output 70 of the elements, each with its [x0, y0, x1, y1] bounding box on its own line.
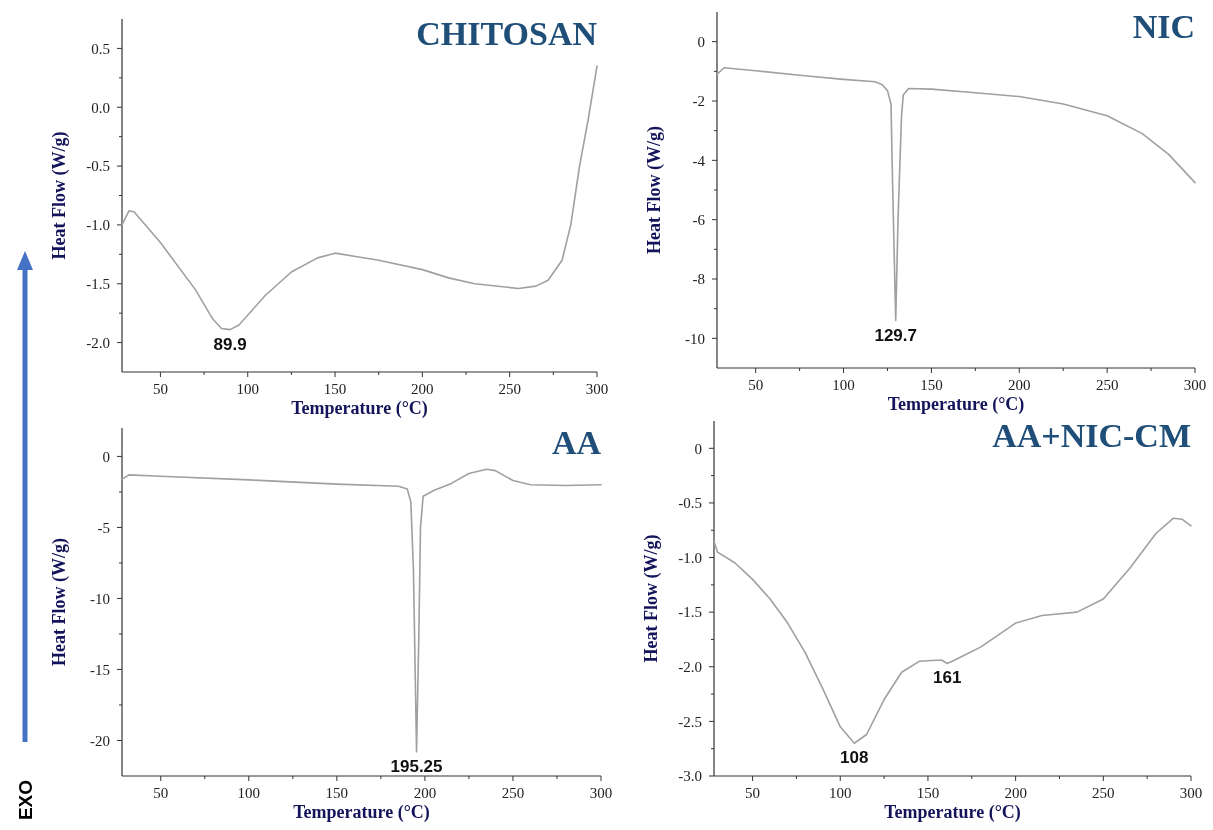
- x-tick-label: 200: [411, 381, 434, 397]
- y-tick-label: -0.5: [678, 495, 702, 512]
- y-tick-label: -15: [90, 661, 110, 678]
- x-tick-label: 150: [325, 785, 349, 801]
- x-tick-label: 150: [916, 785, 940, 801]
- chart-title: CHITOSAN: [416, 15, 598, 52]
- y-tick-label: 0: [102, 448, 110, 465]
- y-tick-label: -2.5: [678, 713, 702, 730]
- annotation: 129.7: [874, 325, 917, 345]
- line-series: [716, 66, 1196, 322]
- y-tick-label: -1.0: [86, 217, 110, 234]
- y-tick-label: 0: [694, 440, 702, 457]
- y-axis-title: Heat Flow (W/g): [49, 538, 70, 666]
- x-tick-label: 250: [1095, 377, 1119, 393]
- x-tick-label: 150: [920, 377, 943, 393]
- chart-title: NIC: [1132, 8, 1195, 45]
- x-tick-label: 300: [1179, 785, 1203, 801]
- y-tick-label: -3.0: [678, 768, 702, 785]
- text: EXO: [15, 779, 36, 821]
- x-tick-label: 100: [237, 785, 261, 801]
- x-tick-label: 250: [1092, 785, 1115, 801]
- y-tick-label: -1.5: [86, 276, 110, 292]
- y-tick-label: -6: [692, 211, 706, 228]
- y-tick-label: -20: [90, 732, 110, 749]
- line-series: [121, 65, 598, 331]
- y-tick-label: -1.0: [678, 549, 702, 566]
- x-axis-title: Temperature (°C): [884, 802, 1021, 823]
- y-tick-label: -2.0: [86, 334, 110, 351]
- x-tick-label: 100: [829, 785, 852, 801]
- x-tick-label: 50: [748, 377, 764, 393]
- y-tick-label: -0.5: [86, 158, 110, 175]
- y-axis-title: Heat Flow (W/g): [644, 126, 665, 254]
- annotation: 161: [933, 668, 962, 688]
- y-tick-label: 0.5: [91, 40, 110, 57]
- x-tick-label: 50: [152, 381, 168, 397]
- x-tick-label: 50: [745, 785, 761, 801]
- y-tick-label: -2: [692, 93, 705, 110]
- annotation: 108: [840, 748, 869, 768]
- x-axis-title: Temperature (°C): [887, 394, 1025, 415]
- y-axis-title: Heat Flow (W/g): [641, 534, 662, 663]
- line-series: [121, 468, 602, 753]
- annotation: 195.25: [390, 756, 443, 776]
- x-tick-label: 150: [323, 381, 347, 397]
- y-tick-label: -2.0: [678, 659, 702, 676]
- x-axis-title: Temperature (°C): [291, 398, 428, 419]
- x-tick-label: 100: [832, 377, 855, 393]
- x-tick-label: 300: [585, 381, 609, 397]
- annotation: 89.9: [213, 334, 247, 354]
- y-tick-label: -10: [685, 330, 705, 347]
- y-tick-label: 0.0: [91, 99, 110, 116]
- x-tick-label: 250: [501, 785, 525, 801]
- x-tick-label: 100: [236, 381, 259, 397]
- x-tick-label: 50: [153, 785, 169, 801]
- y-tick-label: -1.5: [678, 604, 702, 621]
- y-tick-label: 0: [697, 33, 705, 50]
- y-tick-label: -4: [692, 152, 706, 169]
- y-axis-title: Heat Flow (W/g): [49, 131, 70, 260]
- x-axis-title: Temperature (°C): [293, 802, 430, 823]
- x-tick-label: 200: [1008, 377, 1031, 393]
- y-tick-label: -5: [97, 519, 110, 536]
- chart-title: AA+NIC-CM: [992, 417, 1191, 454]
- chart-title: AA: [551, 424, 602, 461]
- line-series: [713, 517, 1192, 745]
- y-tick-label: -10: [90, 590, 110, 607]
- y-tick-label: -8: [692, 271, 705, 288]
- x-tick-label: 300: [589, 785, 613, 801]
- x-tick-label: 300: [1183, 377, 1207, 393]
- x-tick-label: 200: [413, 785, 437, 801]
- x-tick-label: 200: [1004, 785, 1027, 801]
- x-tick-label: 250: [498, 381, 521, 397]
